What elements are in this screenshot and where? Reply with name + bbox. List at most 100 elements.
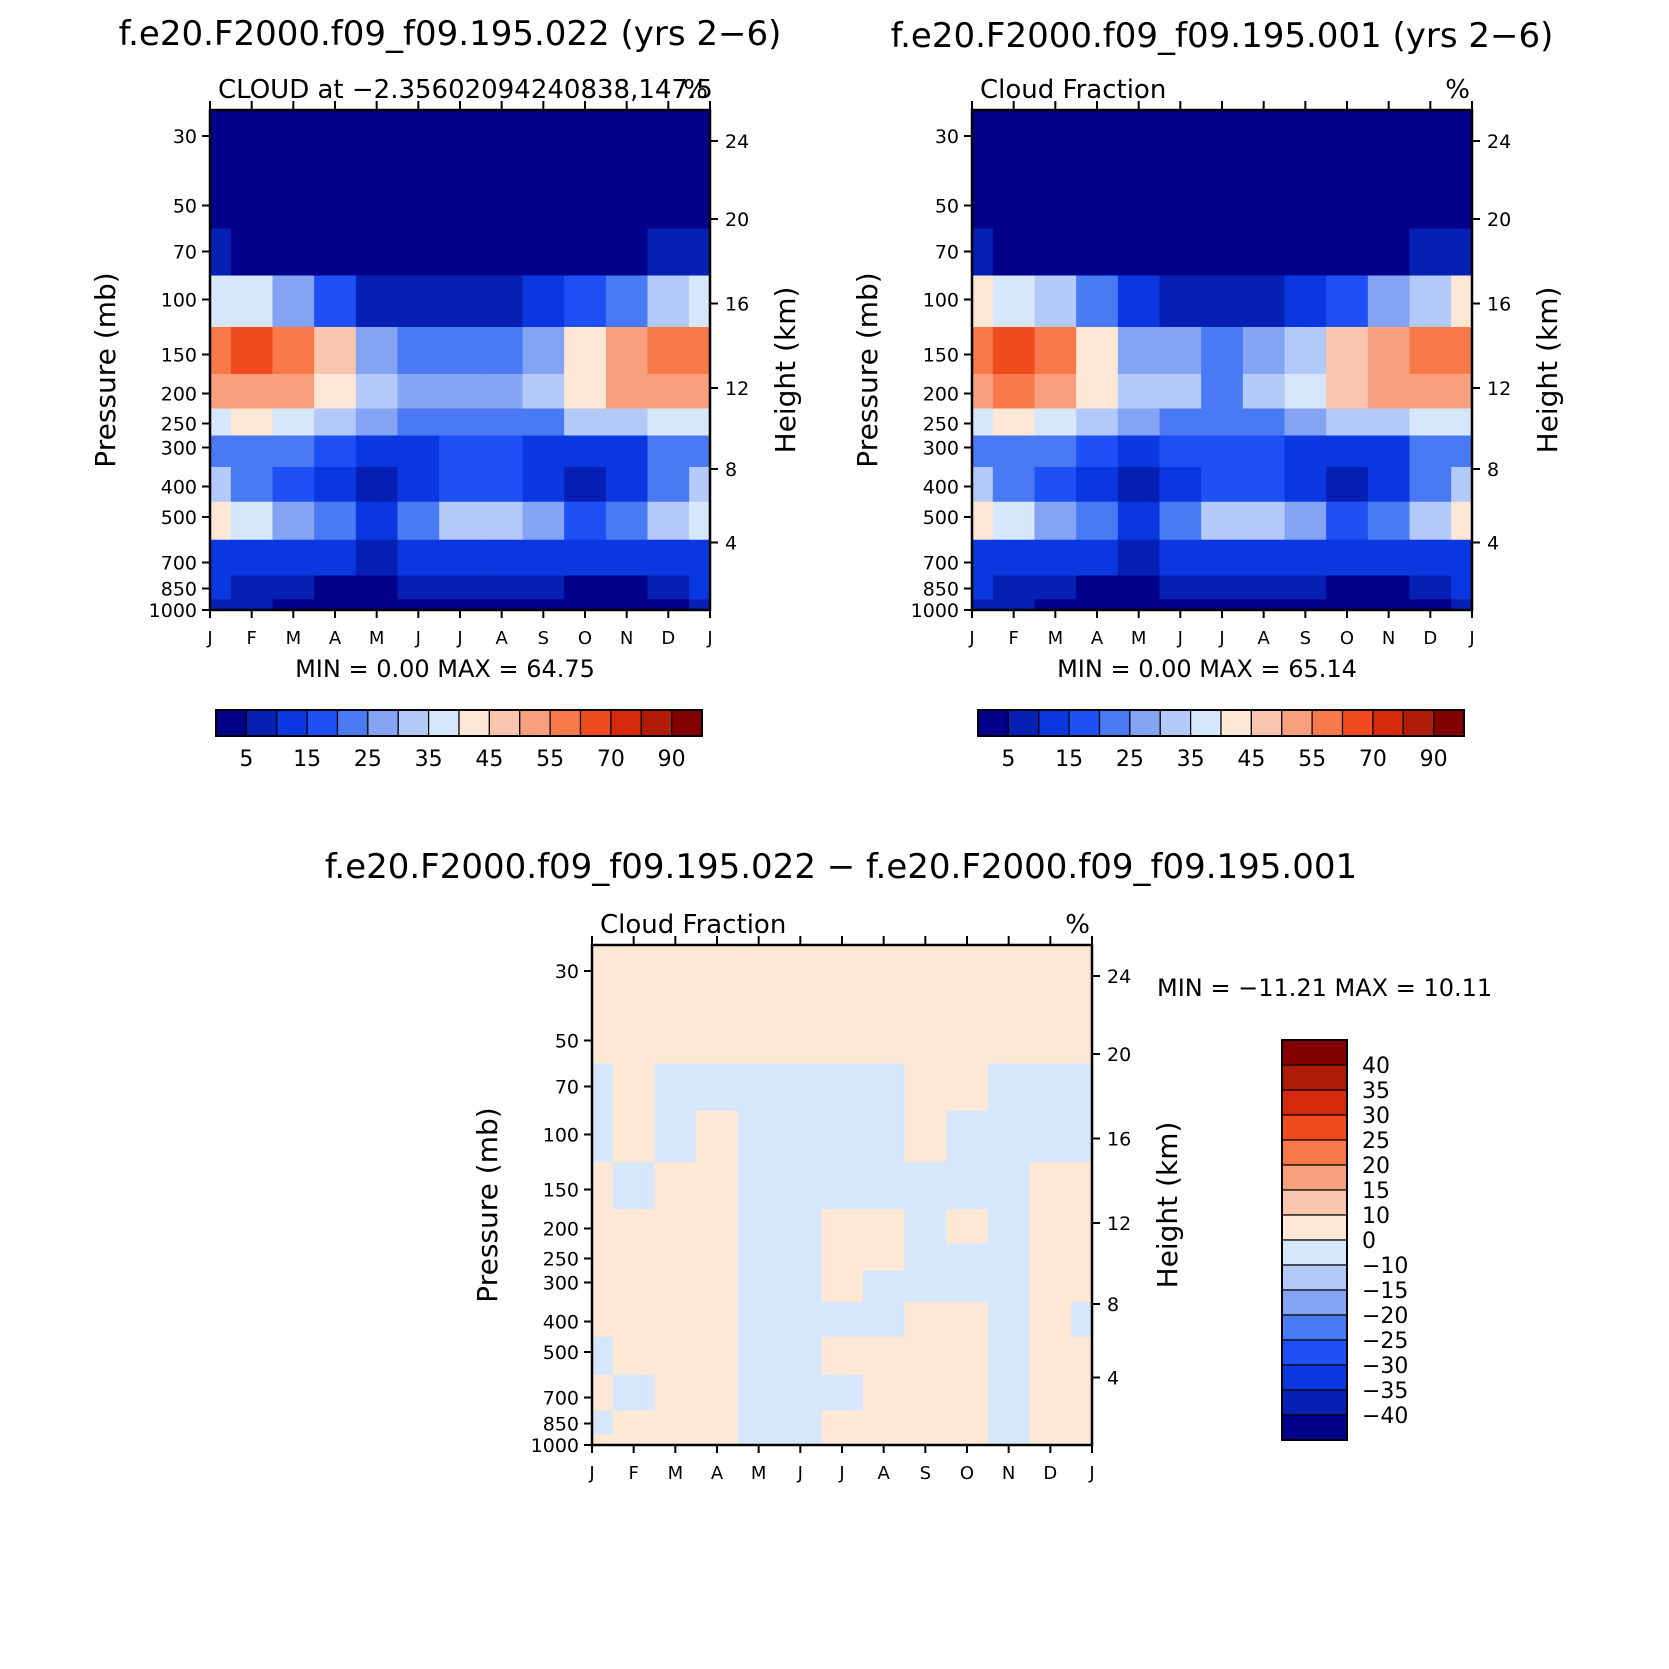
colorbar-swatch [428,709,460,737]
x-tick-label: J [968,628,974,649]
heatmap-cell [592,1434,614,1446]
heatmap-cell [1117,275,1161,328]
heatmap-cell [1034,110,1077,172]
colorbar-swatch [1159,709,1192,737]
heatmap-cell [592,1336,614,1376]
heatmap-cell [592,1063,614,1112]
heatmap-cell [439,374,482,410]
heatmap-cell [522,327,565,375]
heatmap-cell [946,1209,989,1245]
heatmap-cell [605,501,649,541]
heatmap-cell [647,110,690,172]
y-tick-label: 50 [935,196,959,218]
y-tick-label: 250 [161,414,197,436]
heatmap-cell [314,599,357,611]
heatmap-cell [946,1302,989,1338]
heatmap-cell [564,170,607,230]
y2-tick-label: 4 [1107,1368,1119,1390]
heatmap-cell [647,228,690,277]
heatmap-cell [972,435,994,468]
heatmap-cell [862,945,906,1007]
heatmap-cell [1029,1270,1072,1303]
heatmap-cell [592,1270,614,1303]
colorbar-swatch [1281,1064,1348,1091]
heatmap-cell [210,575,232,600]
heatmap-cell [210,374,232,410]
heatmap-cell [605,110,649,172]
heatmap-cell [1284,575,1327,600]
heatmap-cell [1367,170,1411,230]
heatmap-cell [647,539,690,577]
heatmap-cell [230,110,274,172]
heatmap-cell [1029,1374,1072,1412]
y-axis-title: Pressure (mb) [89,272,122,467]
x-tick-label: O [578,628,592,649]
heatmap-cell [1242,501,1286,541]
y-axis-title: Pressure (mb) [471,1107,504,1302]
heatmap-cell [654,1336,697,1376]
heatmap-cell [230,408,274,437]
minmax-label: MIN = −11.21 MAX = 10.11 [1157,974,1492,1002]
heatmap-cell [737,1336,781,1376]
heatmap-cell [1034,228,1077,277]
colorbar-swatch [336,709,369,737]
heatmap-cell [1159,327,1202,375]
heatmap-cell [821,1162,864,1210]
colorbar-swatch [1281,1289,1348,1316]
heatmap-cell [1326,435,1369,468]
heatmap-cell [1201,435,1244,468]
colorbar-label: 35 [1362,1079,1390,1104]
heatmap-cell [1201,408,1244,437]
heatmap-cell [1451,110,1473,172]
heatmap-cell [696,1209,739,1245]
heatmap-cell [439,501,482,541]
heatmap-cell [1326,275,1369,328]
heatmap-cell [1284,275,1327,328]
colorbar-label: −20 [1362,1304,1408,1329]
heatmap-cell [210,275,232,328]
heatmap-cell [987,1209,1031,1245]
heatmap-cell [689,275,711,328]
heatmap-cell [355,435,399,468]
heatmap-cell [397,228,440,277]
heatmap-cell [564,599,607,611]
heatmap-cell [1284,408,1327,437]
y-tick-label: 50 [555,1031,579,1053]
y-tick-label: 200 [923,384,959,406]
heatmap-cell [1076,275,1119,328]
heatmap-cell [1201,374,1244,410]
heatmap-cell [605,599,649,611]
heatmap-cell [1367,539,1411,577]
x-tick-label: S [538,628,549,649]
heatmap-cell [397,374,440,410]
heatmap-cell [314,327,357,375]
heatmap-cell [1242,374,1286,410]
heatmap-cell [605,374,649,410]
colorbar-frame [977,709,1465,737]
x-tick-label: J [1468,628,1474,649]
heatmap-cell [689,575,711,600]
heatmap-cell [1029,1302,1072,1338]
heatmap-cell [1076,435,1119,468]
heatmap-cell [779,1209,822,1245]
heatmap-cell [1326,228,1369,277]
heatmap-cell [592,1005,614,1065]
y-tick-label: 700 [923,553,959,575]
colorbar-label: 20 [1362,1154,1390,1179]
heatmap-cell [696,1110,739,1163]
heatmap-cell [480,327,524,375]
heatmap-cell [737,1410,781,1435]
heatmap-cell [689,170,711,230]
heatmap-cell [272,374,315,410]
heatmap-cell [1076,374,1119,410]
y-tick-label: 400 [161,477,197,499]
colorbar-swatch [1281,1214,1348,1241]
heatmap-cell [397,575,440,600]
heatmap-cell [1159,501,1202,541]
heatmap-cell [946,1243,989,1272]
heatmap-cell [904,1374,947,1412]
heatmap-cell [355,501,399,541]
heatmap-cell [272,599,315,611]
heatmap-cell [1117,539,1161,577]
heatmap-cell [946,1270,989,1303]
